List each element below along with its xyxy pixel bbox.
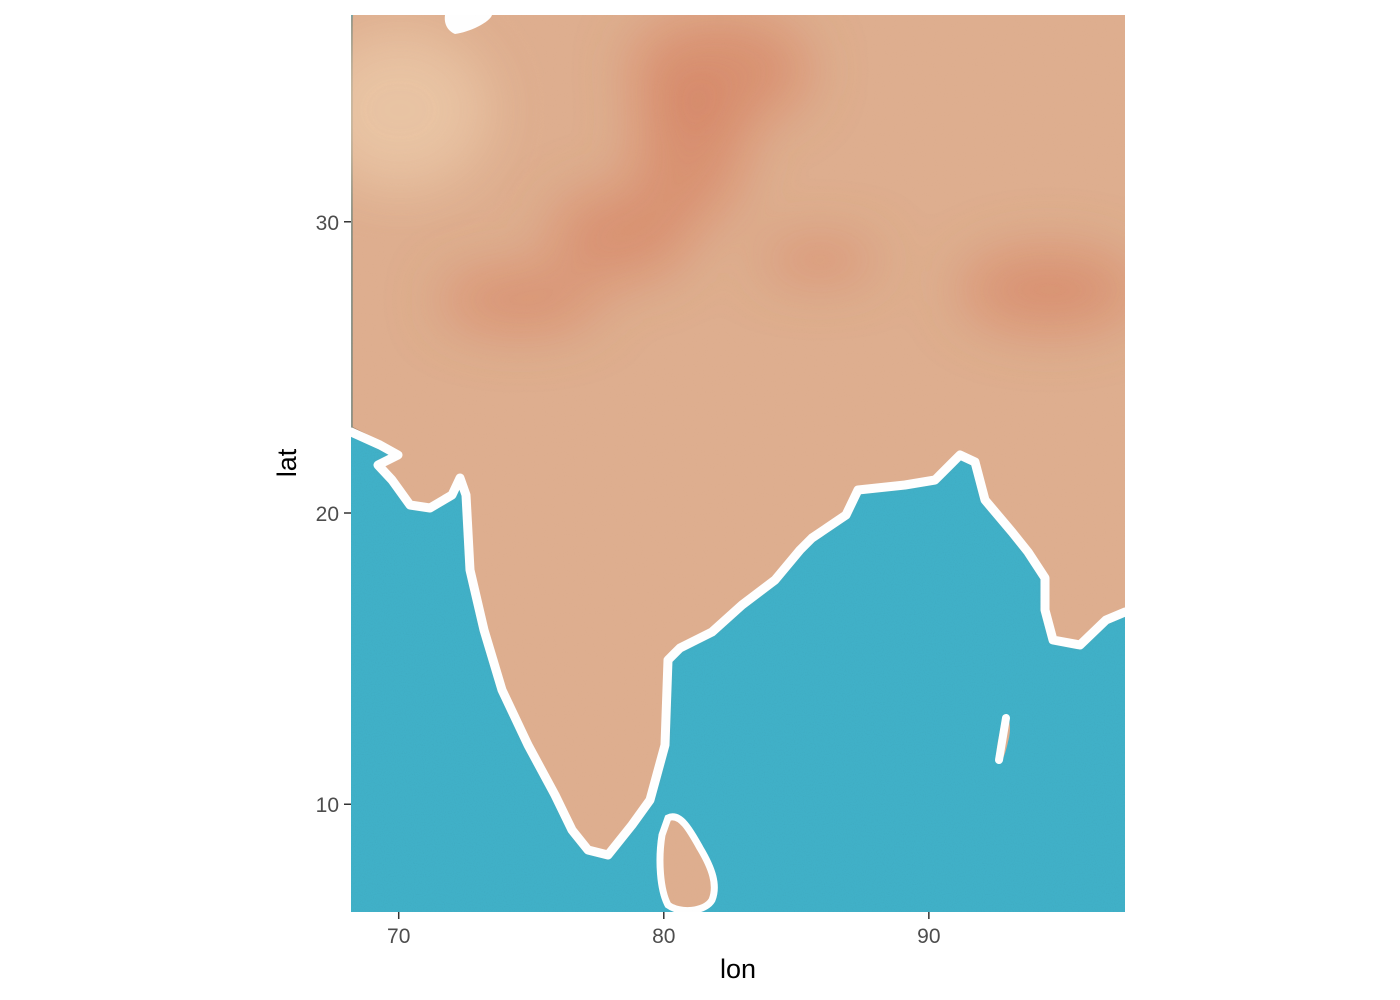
y-axis-title: lat: [272, 448, 302, 477]
x-tick-label: 70: [387, 925, 410, 948]
y-axis: 10 20 30: [316, 212, 351, 817]
x-tick-label: 80: [652, 925, 675, 948]
y-tick-label: 20: [316, 503, 339, 526]
y-tick-label: 30: [316, 212, 339, 235]
y-tick-label: 10: [316, 794, 339, 817]
x-tick-label: 90: [917, 925, 940, 948]
x-axis: 70 80 90: [387, 912, 941, 948]
x-axis-title: lon: [720, 954, 756, 984]
map-panel: [351, 15, 1125, 912]
paper-texture: [351, 15, 1125, 912]
